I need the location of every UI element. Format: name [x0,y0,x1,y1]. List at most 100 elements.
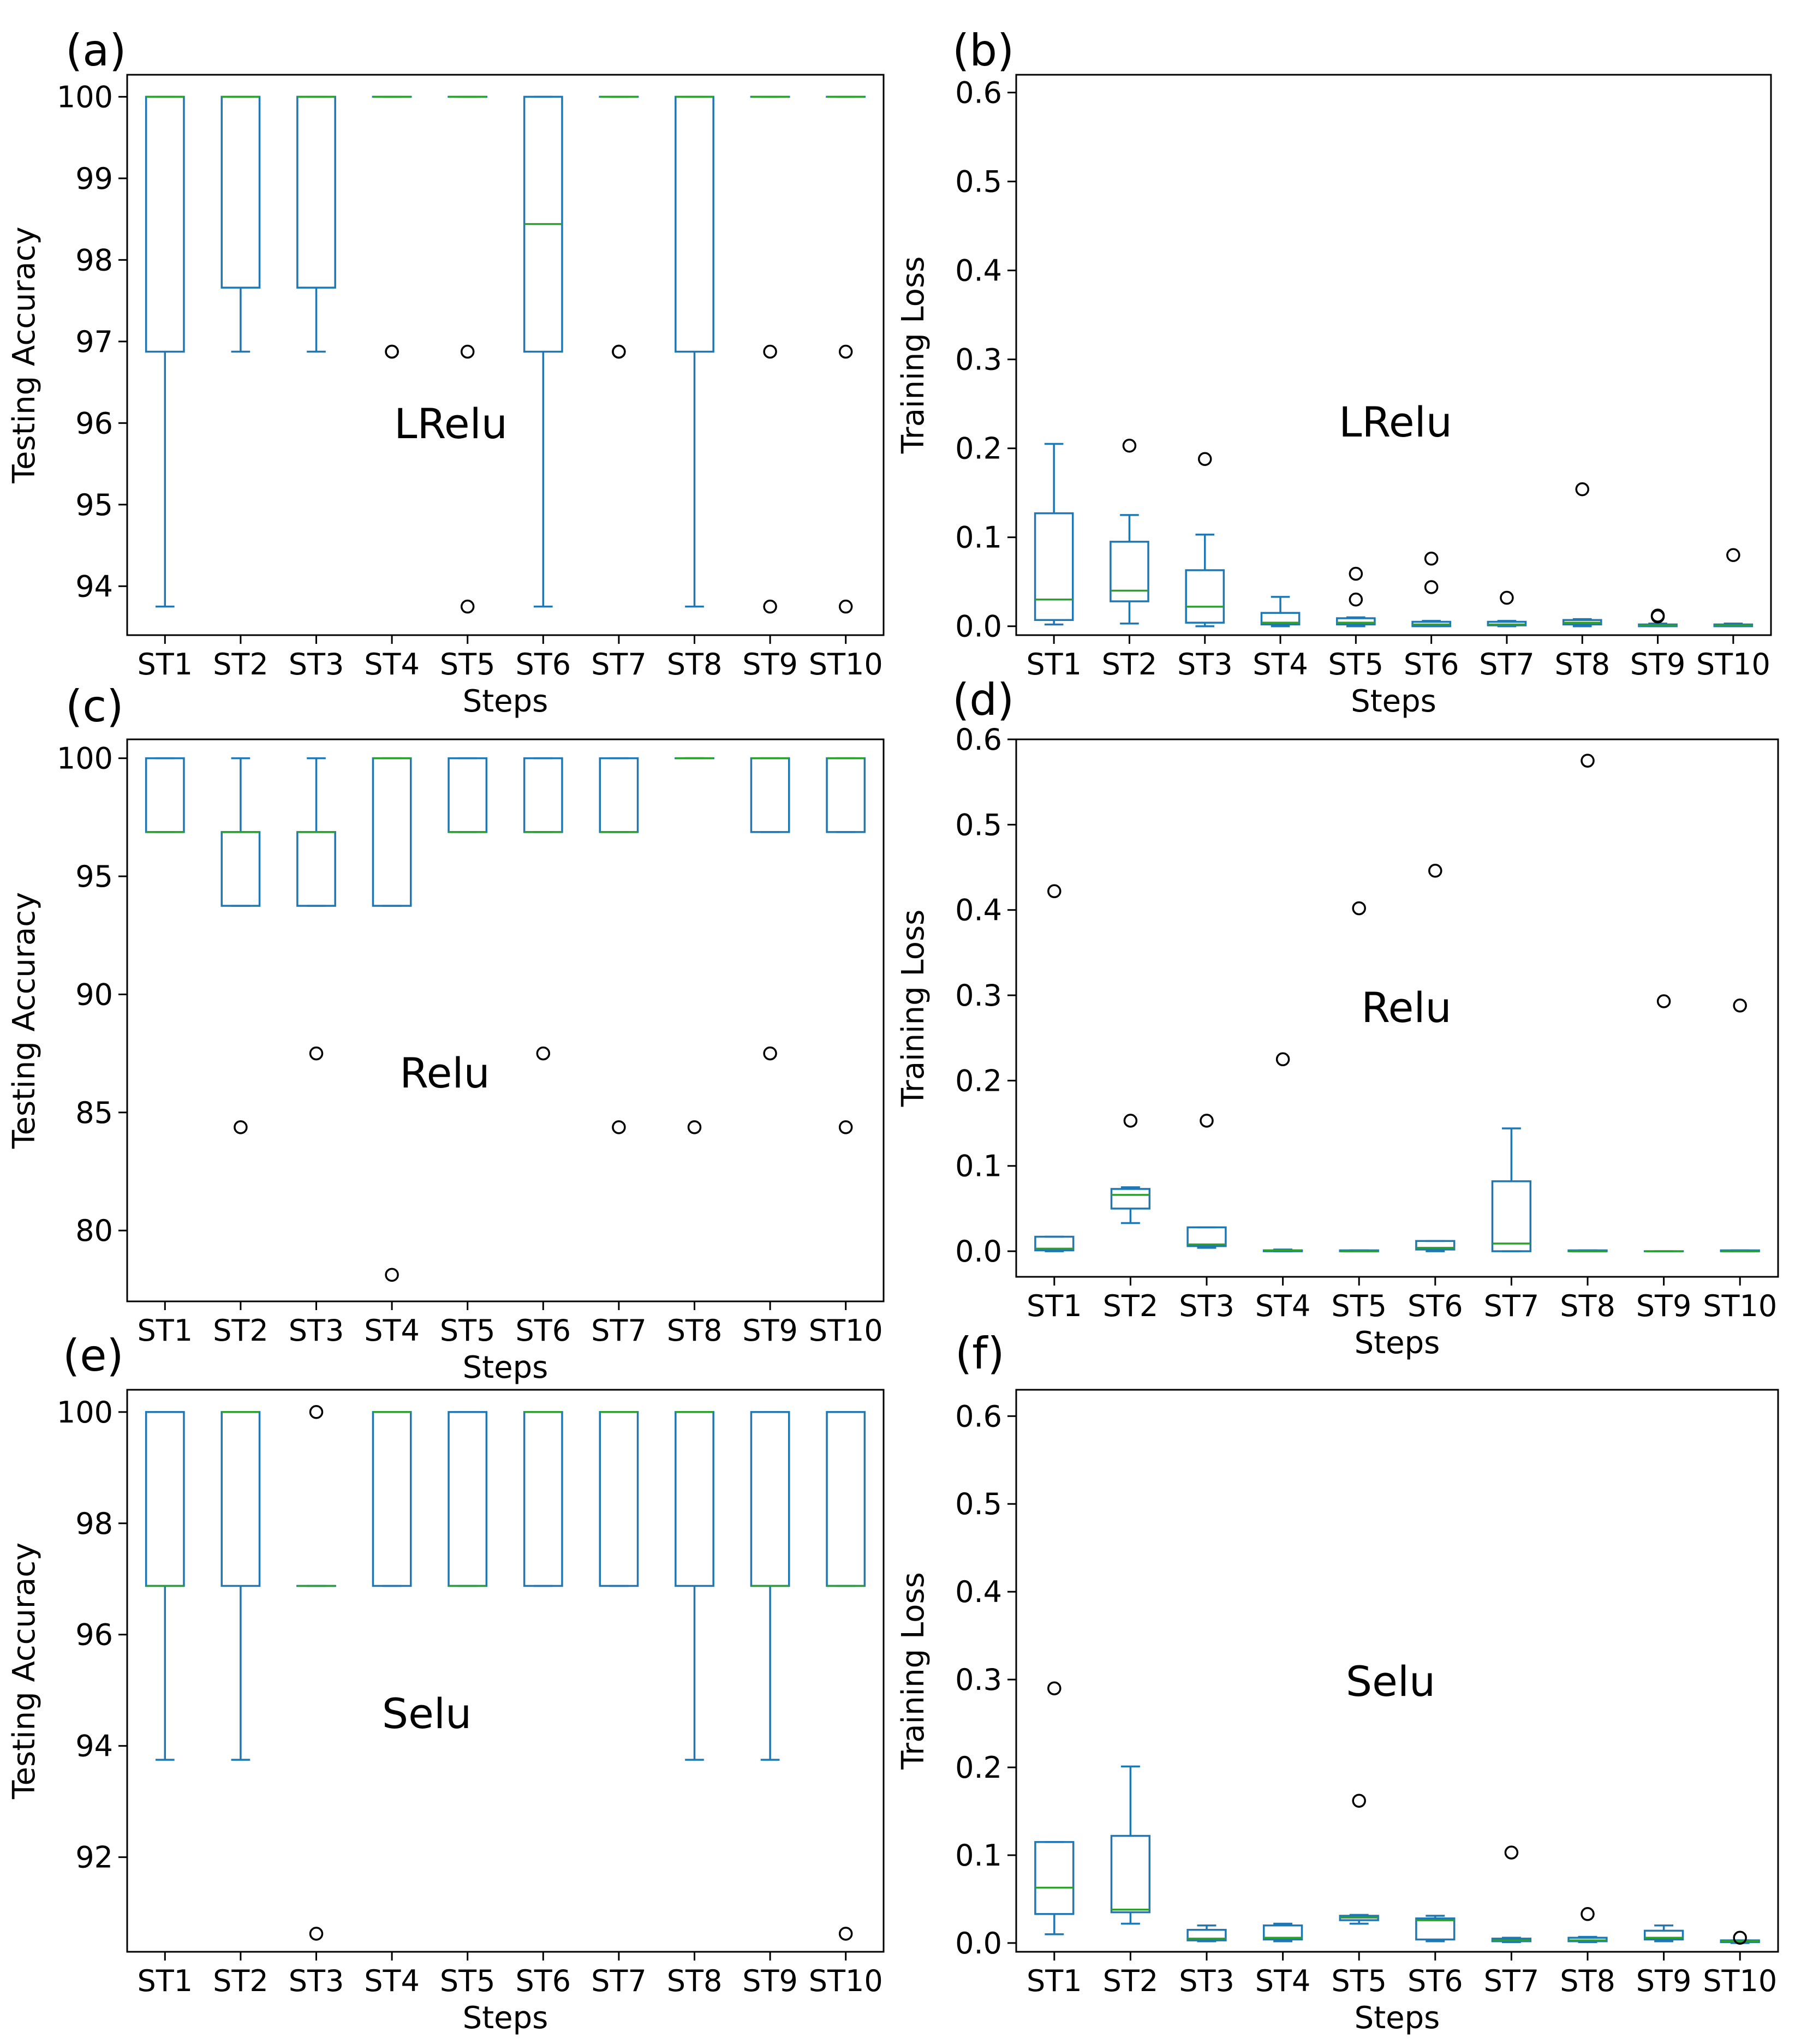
x-tick-label: ST9 [1630,647,1686,682]
x-tick-label: ST10 [1703,1964,1777,1998]
y-axis-label: Training Loss [896,910,931,1108]
box-ST2 [1110,439,1149,625]
x-tick-label: ST2 [1103,1289,1159,1323]
box-ST5 [1339,1794,1379,1925]
outlier-point [838,344,853,359]
panel-label: (f) [955,1328,1005,1379]
activation-annotation: LRelu [1339,398,1452,446]
panel-label: (e) [63,1330,124,1381]
outlier-point [1656,994,1671,1008]
x-tick-label: ST1 [1026,647,1082,682]
box-body [1415,1240,1456,1251]
box-ST7 [1491,1127,1532,1252]
y-tick-label: 92 [75,1840,113,1875]
y-tick-label: 0.3 [955,978,1002,1013]
outlier-point [1424,580,1439,594]
y-tick-label: 0.3 [955,1663,1002,1697]
x-tick-label: ST7 [1484,1289,1540,1323]
outlier-point [309,1927,324,1941]
x-tick-label: ST5 [440,1313,496,1348]
y-tick-label: 0.6 [955,1399,1002,1433]
y-tick-label: 0.0 [955,1926,1002,1961]
y-tick-label: 80 [75,1214,113,1248]
box-body [1336,617,1376,626]
plot-frame [126,1389,885,1953]
box-ST3 [296,1405,336,1941]
activation-annotation: Selu [382,1689,472,1738]
box-ST4 [372,1411,412,1587]
x-tick-label: ST10 [809,647,883,682]
box-ST3 [1186,1924,1227,1943]
x-tick-label: ST10 [1703,1289,1777,1323]
box-ST10 [826,95,866,614]
x-tick-label: ST7 [1484,1964,1540,1998]
x-tick-label: ST3 [1177,647,1233,682]
box-ST2 [1110,1114,1151,1224]
box-ST6 [523,757,563,1061]
box-ST9 [1643,994,1684,1252]
chart-panel-a: 94 95 96 97 98 99 100 ST1 ST2 ST3 ST4 ST5 ST6 ST7 ST8 S… [7,25,885,719]
x-tick-label: ST8 [1560,1964,1615,1998]
outlier-point [460,599,475,614]
x-tick-label: ST10 [1696,647,1770,682]
box-ST8 [1567,1907,1608,1944]
outlier-point [1200,1114,1214,1128]
outlier-point [1424,552,1439,566]
box-ST8 [675,757,714,1134]
x-tick-label: ST7 [591,1313,647,1348]
outlier-point [234,1120,248,1134]
x-tick-label: ST2 [213,1964,269,1998]
box-ST8 [675,95,714,608]
box-body [296,831,336,907]
box-body [675,95,714,353]
x-tick-label: ST9 [1636,1964,1692,1998]
outlier-point [838,599,853,614]
y-tick-label: 97 [75,325,113,359]
box-ST9 [750,757,790,1061]
x-tick-label: ST1 [1027,1964,1082,1998]
x-tick-label: ST6 [1408,1289,1463,1323]
box-ST3 [296,757,336,1061]
x-tick-label: ST4 [364,1313,420,1348]
box-ST3 [1186,1114,1227,1249]
outlier-point [1198,452,1212,466]
box-ST9 [1643,1924,1684,1943]
outlier-point [1123,1114,1138,1128]
x-tick-label: ST10 [809,1964,883,1998]
outlier-point [1575,482,1589,497]
box-body [372,1411,412,1587]
x-tick-label: ST4 [1255,1289,1311,1323]
box-ST1 [1034,884,1075,1252]
box-body [1186,1226,1227,1247]
box-body [750,757,790,833]
chart-panel-c: 80 85 90 95 100 ST1 ST2 ST3 ST4 ST5 ST6 ST7 ST8 ST9 ST… [7,681,885,1385]
y-tick-label: 96 [75,406,113,440]
panel-label: (a) [65,25,126,76]
y-tick-label: 0.5 [955,808,1002,842]
box-body [1186,1929,1227,1941]
outlier-point [1047,884,1061,899]
x-tick-label: ST2 [1103,1964,1159,1998]
y-tick-label: 95 [75,488,113,522]
box-ST6 [1415,864,1456,1252]
box-ST7 [599,1411,639,1587]
outlier-point [1581,754,1595,768]
outlier-point [309,1405,324,1419]
plot-frame [126,738,885,1302]
outlier-point [1047,1681,1061,1695]
x-tick-label: ST3 [289,647,344,682]
box-body [220,1411,261,1587]
box-ST10 [1720,999,1760,1252]
box-body [1110,1834,1151,1914]
box-ST3 [296,95,336,353]
box-body [296,95,336,289]
x-tick-label: ST7 [591,647,647,682]
box-ST5 [448,757,488,833]
x-tick-label: ST3 [1179,1289,1235,1323]
outlier-point [1349,566,1363,581]
outlier-point [1500,590,1514,605]
box-ST4 [1262,1052,1303,1252]
x-axis-label: Steps [1355,1325,1440,1361]
y-tick-label: 100 [57,1395,113,1430]
box-ST7 [1491,1845,1532,1944]
